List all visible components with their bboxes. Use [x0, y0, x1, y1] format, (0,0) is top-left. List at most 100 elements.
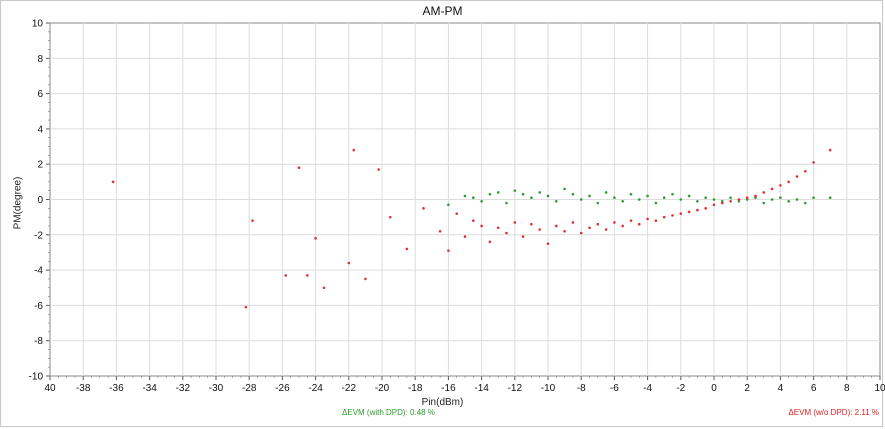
scatter-point-series-1 — [787, 180, 790, 184]
scatter-point-series-1 — [405, 247, 409, 251]
x-tick-label: 8 — [844, 383, 850, 394]
y-tick-label: -10 — [29, 372, 44, 383]
scatter-point-series-1 — [322, 286, 326, 290]
scatter-point-series-1 — [646, 217, 649, 221]
scatter-point-series-0 — [638, 198, 641, 201]
scatter-point-series-1 — [571, 221, 575, 224]
scatter-point-series-1 — [306, 274, 309, 277]
x-tick-label: -8 — [577, 383, 586, 394]
x-tick-label: 4 — [778, 383, 784, 394]
scatter-point-series-0 — [571, 192, 575, 196]
scatter-point-series-0 — [729, 196, 732, 200]
scatter-point-series-1 — [804, 169, 807, 173]
scatter-point-series-1 — [729, 199, 732, 203]
y-tick-label: 4 — [37, 124, 43, 135]
scatter-point-series-0 — [679, 198, 683, 201]
scatter-point-series-1 — [555, 224, 558, 228]
scatter-point-series-1 — [251, 219, 254, 222]
x-tick-label: -22 — [342, 383, 357, 394]
scatter-point-series-1 — [463, 235, 467, 238]
axes: 40 -38 -36 -34 -32 -30 -28 -26 -24 -22 -20 -18 -16 -1… — [29, 19, 885, 395]
scatter-point-series-1 — [297, 166, 301, 170]
y-tick-label: -2 — [34, 230, 43, 241]
scatter-point-series-0 — [513, 189, 517, 192]
y-tick-label: 2 — [37, 160, 43, 171]
chart-title: AM-PM — [422, 4, 463, 18]
scatter-point-series-0 — [795, 198, 799, 201]
x-tick-label: -36 — [109, 383, 124, 394]
grid-lines — [49, 22, 881, 377]
x-tick-label: -30 — [209, 383, 224, 394]
scatter-point-series-1 — [488, 240, 492, 244]
y-tick-label: 6 — [37, 89, 43, 100]
scatter-point-series-0 — [472, 196, 475, 200]
scatter-point-series-1 — [377, 168, 380, 171]
scatter-point-series-1 — [812, 161, 815, 164]
scatter-point-series-1 — [704, 207, 707, 210]
scatter-point-series-1 — [696, 208, 699, 212]
scatter-point-series-0 — [762, 201, 766, 205]
scatter-point-series-1 — [795, 175, 799, 178]
x-tick-label: -16 — [441, 383, 456, 394]
scatter-point-series-0 — [779, 196, 782, 200]
scatter-point-series-1 — [314, 237, 317, 240]
scatter-point-series-1 — [538, 228, 541, 231]
scatter-point-series-1 — [244, 305, 248, 309]
x-tick-label: 0 — [711, 383, 717, 394]
scatter-point-series-1 — [505, 231, 508, 235]
scatter-point-series-0 — [488, 192, 492, 196]
scatter-point-series-1 — [588, 226, 591, 230]
y-tick-label: 10 — [32, 19, 44, 30]
scatter-point-series-0 — [621, 199, 624, 203]
scatter-point-series-0 — [480, 199, 483, 203]
scatter-point-series-0 — [579, 198, 583, 201]
scatter-point-series-1 — [770, 187, 774, 191]
scatter-point-series-0 — [596, 201, 600, 205]
scatter-point-series-0 — [463, 194, 467, 198]
scatter-point-series-0 — [804, 201, 807, 205]
scatter-point-series-1 — [546, 242, 550, 245]
scatter-point-series-0 — [646, 194, 649, 198]
scatter-point-series-1 — [671, 214, 674, 217]
scatter-point-series-1 — [284, 274, 288, 277]
scatter-point-series-1 — [496, 226, 500, 230]
scatter-point-series-1 — [613, 221, 616, 224]
scatter-point-series-0 — [563, 187, 566, 191]
scatter-point-series-1 — [679, 212, 683, 215]
scatter-point-series-1 — [530, 222, 533, 226]
scatter-point-series-1 — [721, 201, 724, 205]
x-axis-label: Pin(dBm) — [421, 397, 464, 408]
evm-without-dpd-label: ΔEVM (w/o DPD): 2.11 % — [788, 408, 879, 417]
scatter-point-series-1 — [604, 228, 608, 231]
scatter-point-series-1 — [828, 148, 832, 152]
scatter-point-series-1 — [687, 210, 691, 214]
scatter-point-series-1 — [472, 219, 475, 222]
scatter-point-series-0 — [629, 192, 633, 196]
scatter-point-series-0 — [447, 203, 450, 207]
scatter-point-series-1 — [762, 191, 766, 194]
scatter-point-series-0 — [521, 192, 525, 196]
x-tick-label: -6 — [610, 383, 619, 394]
scatter-point-series-1 — [779, 184, 782, 187]
scatter-point-series-1 — [712, 203, 716, 207]
x-tick-label: -14 — [474, 383, 489, 394]
y-tick-label: -8 — [34, 336, 43, 347]
scatter-point-series-1 — [364, 277, 367, 281]
x-tick-label: -10 — [541, 383, 556, 394]
scatter-point-series-0 — [538, 191, 541, 194]
evm-with-dpd-label: ΔEVM (with DPD): 0.48 % — [342, 408, 435, 417]
x-tick-label: -26 — [275, 383, 290, 394]
x-tick-label: 6 — [811, 383, 817, 394]
scatter-point-series-0 — [662, 196, 666, 200]
x-tick-label: -28 — [242, 383, 257, 394]
scatter-point-series-1 — [422, 207, 425, 210]
scatter-point-series-0 — [770, 198, 774, 201]
scatter-point-series-1 — [638, 222, 641, 226]
scatter-point-series-1 — [480, 224, 483, 228]
scatter-point-series-1 — [513, 221, 517, 224]
scatter-point-series-0 — [505, 201, 508, 205]
scatter-point-series-1 — [621, 224, 624, 228]
x-tick-label: 40 — [44, 383, 56, 394]
scatter-point-series-1 — [654, 219, 658, 222]
